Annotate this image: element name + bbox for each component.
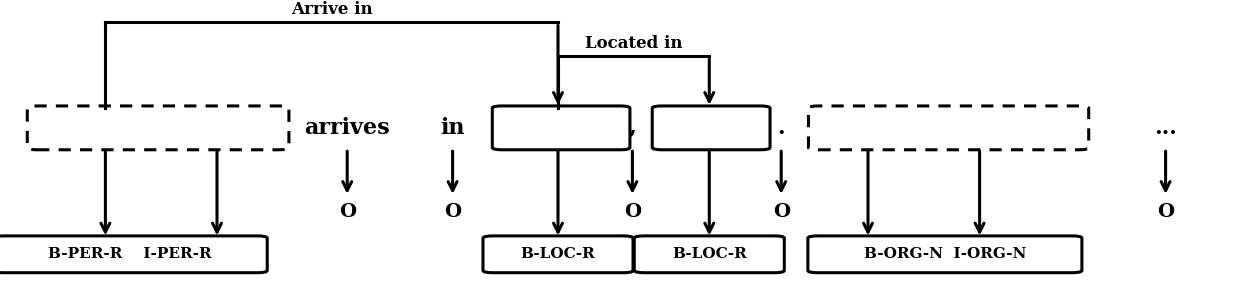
FancyBboxPatch shape [808,236,1081,273]
FancyBboxPatch shape [652,106,770,150]
Text: Arrive in: Arrive in [291,1,373,18]
FancyBboxPatch shape [0,236,267,273]
Text: O: O [773,203,790,221]
Text: Located in: Located in [585,35,682,52]
Text: O: O [624,203,641,221]
Text: B-LOC-R: B-LOC-R [521,247,595,261]
Text: Donald: Donald [61,117,150,139]
Text: Trump: Trump [176,117,258,139]
FancyBboxPatch shape [808,106,1089,150]
Text: France: France [497,117,582,139]
FancyBboxPatch shape [484,236,632,273]
Text: in: in [440,117,465,139]
Text: ...: ... [1154,117,1177,139]
Text: ,: , [629,117,636,139]
FancyBboxPatch shape [634,236,784,273]
Text: Palace: Palace [939,117,1021,139]
Text: arrives: arrives [304,117,391,139]
Text: O: O [339,203,356,221]
Text: B-PER-R    I-PER-R: B-PER-R I-PER-R [48,247,212,261]
Text: O: O [1157,203,1174,221]
Text: Elysee: Elysee [828,117,908,139]
Text: .: . [777,117,785,139]
FancyBboxPatch shape [27,106,289,150]
Text: B-ORG-N  I-ORG-N: B-ORG-N I-ORG-N [864,247,1025,261]
FancyBboxPatch shape [492,106,630,150]
Text: B-LOC-R: B-LOC-R [672,247,746,261]
Text: Pairs: Pairs [670,117,732,139]
Text: O: O [444,203,461,221]
